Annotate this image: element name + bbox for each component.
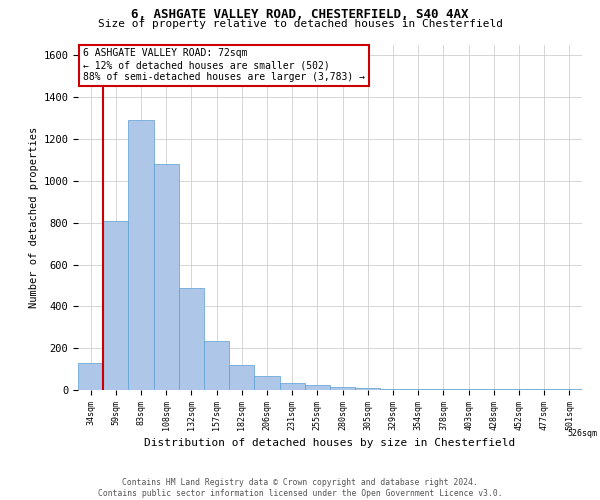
Bar: [380, 389, 406, 390]
Text: 6, ASHGATE VALLEY ROAD, CHESTERFIELD, S40 4AX: 6, ASHGATE VALLEY ROAD, CHESTERFIELD, S4…: [131, 8, 469, 20]
Bar: [481, 389, 506, 390]
Bar: [506, 389, 532, 390]
Bar: [431, 389, 456, 390]
Bar: [406, 389, 431, 390]
Bar: [179, 288, 204, 390]
Bar: [456, 389, 481, 390]
Bar: [103, 220, 128, 390]
X-axis label: Distribution of detached houses by size in Chesterfield: Distribution of detached houses by size …: [145, 438, 515, 448]
Bar: [532, 389, 557, 390]
Bar: [128, 120, 154, 390]
Text: 526sqm: 526sqm: [567, 429, 597, 438]
Bar: [154, 164, 179, 390]
Text: 6 ASHGATE VALLEY ROAD: 72sqm
← 12% of detached houses are smaller (502)
88% of s: 6 ASHGATE VALLEY ROAD: 72sqm ← 12% of de…: [83, 48, 365, 82]
Bar: [280, 382, 305, 390]
Bar: [330, 387, 355, 390]
Bar: [254, 376, 280, 390]
Bar: [204, 341, 229, 390]
Text: Size of property relative to detached houses in Chesterfield: Size of property relative to detached ho…: [97, 19, 503, 29]
Bar: [305, 385, 330, 390]
Bar: [355, 388, 380, 390]
Bar: [557, 389, 582, 390]
Bar: [229, 365, 254, 390]
Bar: [78, 363, 103, 390]
Text: Contains HM Land Registry data © Crown copyright and database right 2024.
Contai: Contains HM Land Registry data © Crown c…: [98, 478, 502, 498]
Y-axis label: Number of detached properties: Number of detached properties: [29, 127, 39, 308]
